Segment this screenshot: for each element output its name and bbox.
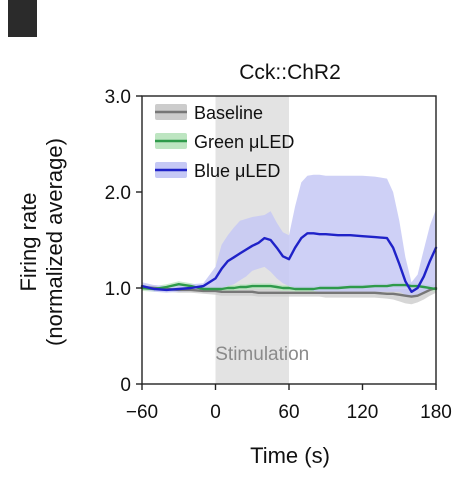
stimulation-label: Stimulation — [215, 344, 309, 365]
x-tick-label: 180 — [420, 402, 452, 423]
y-axis-label: Firing rate (normalized average) — [16, 138, 67, 346]
series-line-baseline — [140, 285, 438, 298]
x-tick-label: 120 — [347, 402, 379, 423]
x-tick-label: 60 — [278, 402, 299, 423]
legend-entry-label: Blue μLED — [194, 161, 280, 181]
y-tick-label: 2.0 — [105, 183, 131, 204]
y-axis-label-line-1: Firing rate — [16, 192, 41, 291]
y-tick-label: 3.0 — [105, 87, 131, 108]
series-line-blue-uled — [140, 232, 438, 293]
x-tick-label: 0 — [210, 402, 221, 423]
chart-title: Cck::ChR2 — [239, 61, 341, 84]
legend: Baseline Green μLED Blue μLED — [155, 103, 294, 181]
y-tick-label: 0 — [120, 375, 131, 396]
panel-label-block — [8, 0, 37, 37]
x-axis-label: Time (s) — [250, 443, 330, 468]
series-line-green-uled — [140, 283, 438, 291]
y-tick-label: 1.0 — [105, 279, 131, 300]
y-axis-label-line-2: (normalized average) — [42, 138, 67, 346]
legend-entry-label: Green μLED — [194, 132, 294, 152]
band-blue-uled — [142, 174, 436, 298]
x-tick-label: −60 — [126, 402, 158, 423]
legend-entry-label: Baseline — [194, 103, 263, 123]
plot-area: Stimulation — [140, 96, 438, 384]
axes: −60 0 60 120 180 0 1.0 2.0 3.0 — [105, 87, 452, 423]
